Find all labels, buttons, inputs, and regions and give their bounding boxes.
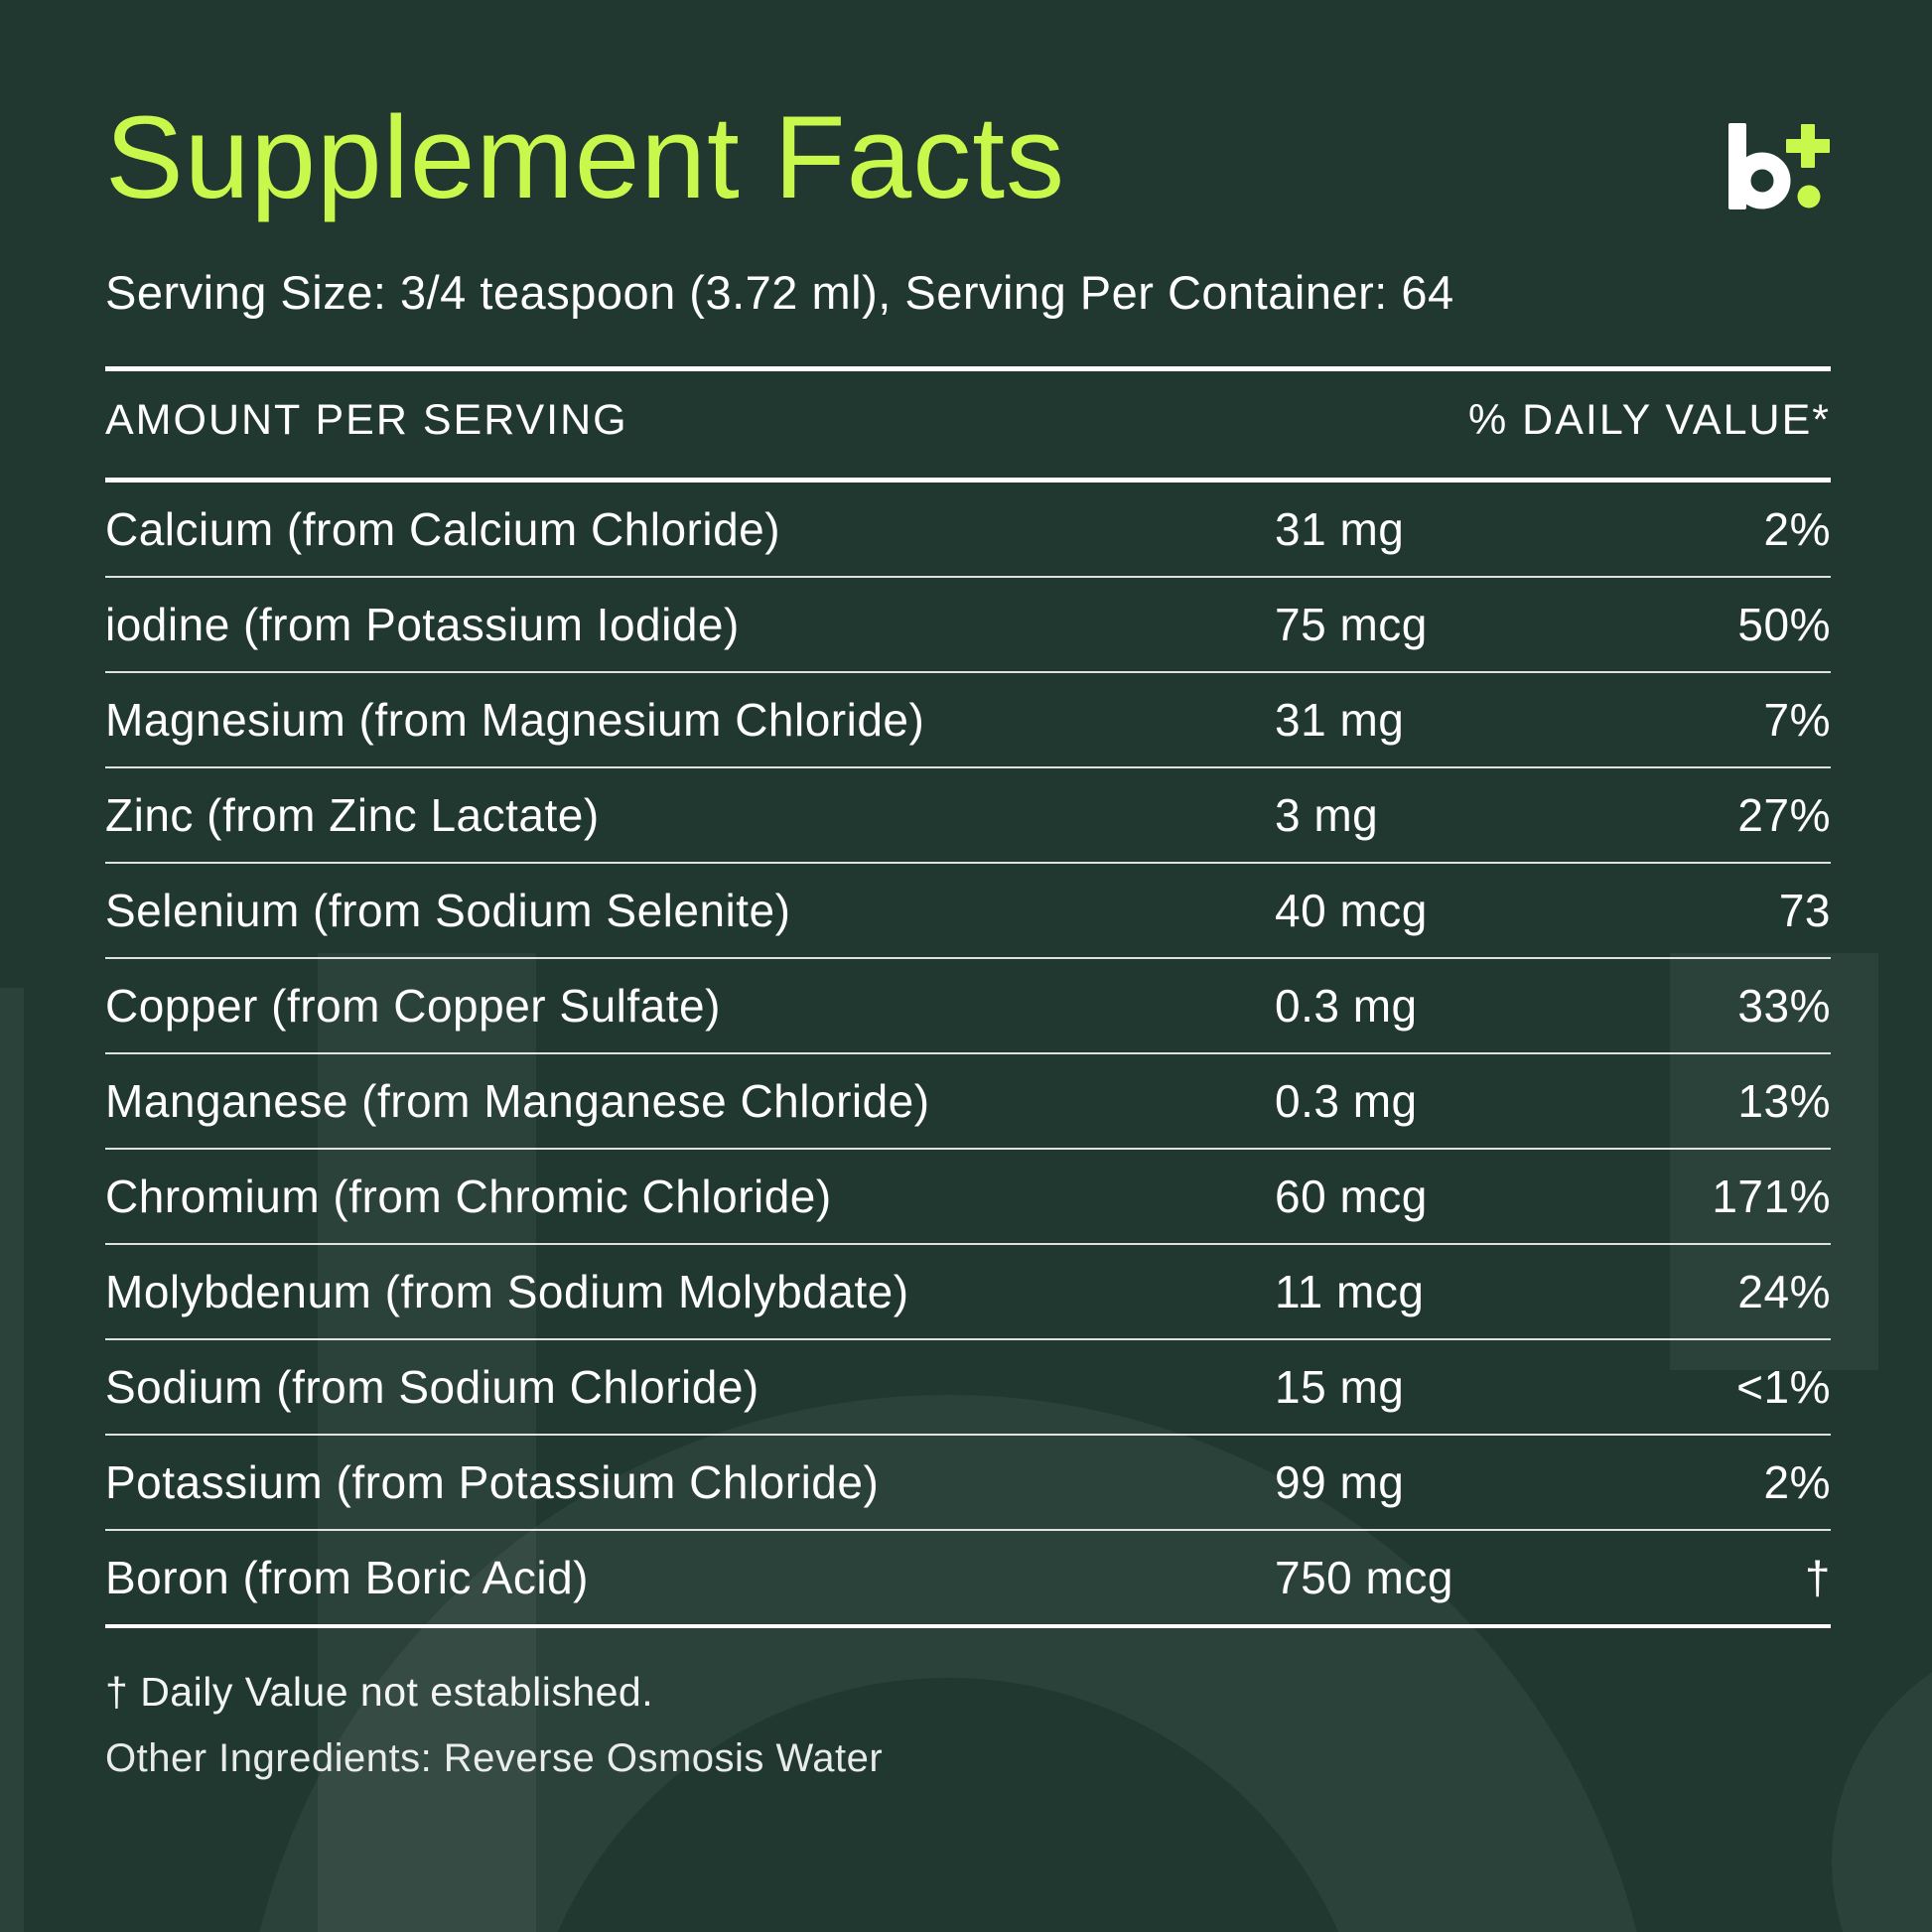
nutrient-amount: 31 mg: [1275, 693, 1405, 746]
table-row: Zinc (from Zinc Lactate) 3 mg 27%: [105, 768, 1831, 864]
nutrient-amount: 750 mcg: [1275, 1551, 1453, 1603]
label-content: Supplement Facts Serving Size: 3/4 teasp…: [105, 0, 1831, 1784]
nutrient-daily-value: 33%: [1737, 979, 1831, 1032]
logo-plus-icon: [1786, 124, 1830, 168]
table-row: Chromium (from Chromic Chloride) 60 mcg …: [105, 1150, 1831, 1245]
nutrient-name: iodine (from Potassium Iodide): [105, 598, 740, 650]
table-row: iodine (from Potassium Iodide) 75 mcg 50…: [105, 578, 1831, 673]
nutrient-amount: 15 mg: [1275, 1360, 1405, 1413]
table-row: Boron (from Boric Acid) 750 mcg †: [105, 1531, 1831, 1624]
daily-value-footnote: † Daily Value not established.: [105, 1668, 654, 1715]
table-row: Copper (from Copper Sulfate) 0.3 mg 33%: [105, 959, 1831, 1054]
page-title: Supplement Facts: [105, 92, 1066, 223]
nutrient-name: Potassium (from Potassium Chloride): [105, 1455, 880, 1508]
logo-dot: [1797, 185, 1821, 208]
nutrient-amount: 99 mg: [1275, 1455, 1405, 1508]
brand-logo: [1728, 123, 1831, 209]
nutrient-name: Chromium (from Chromic Chloride): [105, 1170, 832, 1222]
other-ingredients-note: Other Ingredients: Reverse Osmosis Water: [105, 1735, 884, 1780]
nutrient-daily-value: 7%: [1763, 693, 1831, 746]
nutrient-daily-value: 2%: [1763, 1455, 1831, 1508]
divider-header: [105, 477, 1831, 483]
table-header: AMOUNT PER SERVING % DAILY VALUE*: [105, 395, 1831, 447]
watermark-edge-strip: [0, 988, 24, 1932]
table-row: Selenium (from Sodium Selenite) 40 mcg 7…: [105, 864, 1831, 959]
nutrient-amount: 40 mcg: [1275, 884, 1428, 936]
table-row: Molybdenum (from Sodium Molybdate) 11 mc…: [105, 1245, 1831, 1340]
nutrient-daily-value: 2%: [1763, 502, 1831, 555]
table-row: Sodium (from Sodium Chloride) 15 mg <1%: [105, 1340, 1831, 1436]
nutrient-name: Magnesium (from Magnesium Chloride): [105, 693, 925, 746]
nutrient-amount: 0.3 mg: [1275, 979, 1418, 1032]
nutrient-name: Boron (from Boric Acid): [105, 1551, 589, 1603]
nutrient-daily-value: 73: [1778, 884, 1831, 936]
nutrient-name: Calcium (from Calcium Chloride): [105, 502, 781, 555]
serving-info: Serving Size: 3/4 teaspoon (3.72 ml), Se…: [105, 266, 1454, 319]
nutrient-daily-value: <1%: [1736, 1360, 1831, 1413]
nutrient-amount: 11 mcg: [1275, 1265, 1425, 1317]
supplement-table: Calcium (from Calcium Chloride) 31 mg 2%…: [105, 483, 1831, 1624]
logo-letter-b: [1728, 123, 1791, 209]
nutrient-daily-value: †: [1804, 1551, 1831, 1603]
nutrient-amount: 60 mcg: [1275, 1170, 1428, 1222]
divider-top: [105, 366, 1831, 372]
nutrient-daily-value: 24%: [1737, 1265, 1831, 1317]
nutrient-amount: 3 mg: [1275, 788, 1379, 841]
table-row: Manganese (from Manganese Chloride) 0.3 …: [105, 1054, 1831, 1150]
daily-value-header: % DAILY VALUE*: [1468, 396, 1831, 445]
nutrient-daily-value: 50%: [1737, 598, 1831, 650]
table-row: Calcium (from Calcium Chloride) 31 mg 2%: [105, 483, 1831, 578]
nutrient-name: Zinc (from Zinc Lactate): [105, 788, 600, 841]
table-row: Magnesium (from Magnesium Chloride) 31 m…: [105, 673, 1831, 768]
amount-per-serving-header: AMOUNT PER SERVING: [105, 396, 628, 445]
watermark-dot: [1832, 1672, 1932, 1932]
divider-bottom: [105, 1623, 1831, 1628]
label-header: Supplement Facts: [105, 99, 1831, 216]
nutrient-name: Sodium (from Sodium Chloride): [105, 1360, 759, 1413]
nutrient-name: Selenium (from Sodium Selenite): [105, 884, 791, 936]
nutrient-amount: 0.3 mg: [1275, 1074, 1418, 1127]
nutrient-name: Molybdenum (from Sodium Molybdate): [105, 1265, 909, 1317]
nutrient-daily-value: 13%: [1737, 1074, 1831, 1127]
nutrient-daily-value: 171%: [1712, 1170, 1831, 1222]
nutrient-name: Manganese (from Manganese Chloride): [105, 1074, 930, 1127]
nutrient-name: Copper (from Copper Sulfate): [105, 979, 721, 1032]
nutrient-amount: 31 mg: [1275, 502, 1405, 555]
table-row: Potassium (from Potassium Chloride) 99 m…: [105, 1436, 1831, 1531]
nutrient-amount: 75 mcg: [1275, 598, 1428, 650]
nutrient-daily-value: 27%: [1737, 788, 1831, 841]
